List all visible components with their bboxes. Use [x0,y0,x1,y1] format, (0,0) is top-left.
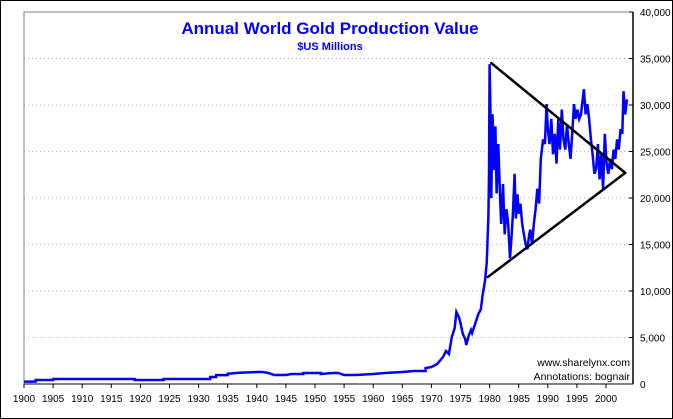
y-tick-label: 40,000 [640,8,671,19]
x-tick-label: 1975 [449,394,472,405]
y-tick-label: 35,000 [640,55,671,66]
gridlines [24,58,633,338]
series-line [24,64,629,383]
x-tick-label: 1930 [187,394,210,405]
x-tick-label: 1915 [100,394,123,405]
x-tick-label: 1925 [158,394,181,405]
x-tick-label: 1995 [566,394,589,405]
y-tick-label: 30,000 [640,101,671,112]
x-tick-label: 1980 [478,394,501,405]
x-tick-label: 1945 [275,394,298,405]
y-tick-label: 10,000 [640,287,671,298]
x-tick-label: 1960 [362,394,385,405]
source-credit: www.sharelynx.com [536,357,630,369]
x-tick-label: 1950 [304,394,327,405]
x-tick-label: 1935 [217,394,240,405]
x-tick-label: 1900 [13,394,36,405]
chart-subtitle: $US Millions [297,41,362,53]
x-tick-label: 1970 [420,394,443,405]
x-ticks: 1900 1905 1910 1915 1920 1925 1930 1935 1940 1945… [13,384,618,405]
y-tick-label: 25,000 [640,148,671,159]
trendline [490,61,627,175]
x-tick-label: 1990 [537,394,560,405]
series-layer [24,64,629,383]
x-tick-label: 1955 [333,394,356,405]
y-tick-label: 20,000 [640,194,671,205]
y-tick-label: 15,000 [640,241,671,252]
annotation-credit: Annotations: bognair [534,371,631,383]
y-ticks: 0 5,000 10,000 15,000 20,000 25,000 30,000 35,0… [629,8,671,391]
x-tick-label: 1920 [129,394,152,405]
x-tick-label: 2000 [595,394,618,405]
x-tick-label: 1940 [246,394,269,405]
x-tick-label: 1905 [42,394,65,405]
x-tick-label: 1965 [391,394,414,405]
x-tick-label: 1910 [71,394,94,405]
chart-title: Annual World Gold Production Value [181,19,478,38]
annotation-layer [486,61,627,279]
x-tick-label: 1985 [508,394,531,405]
y-tick-label: 5,000 [640,334,665,345]
trendline [486,171,627,279]
y-tick-label: 0 [640,380,646,391]
